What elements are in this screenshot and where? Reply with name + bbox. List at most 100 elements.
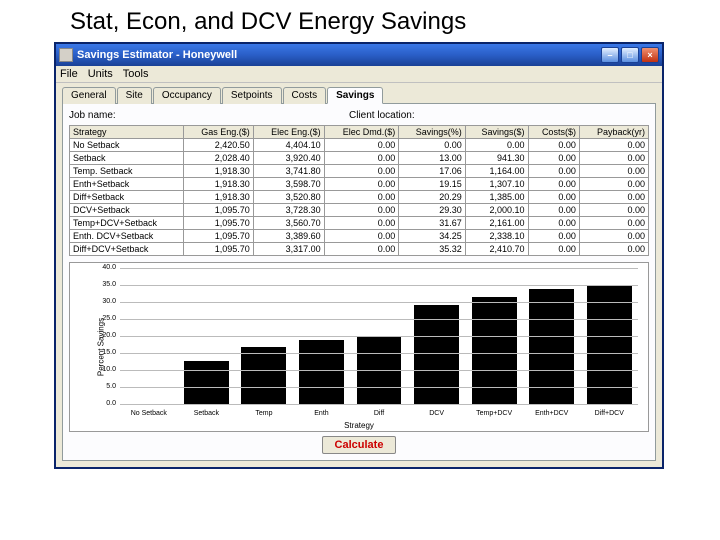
- table-cell: 3,741.80: [253, 165, 324, 178]
- maximize-button[interactable]: □: [621, 47, 639, 63]
- table-cell: Temp+DCV+Setback: [70, 217, 184, 230]
- table-cell: 19.15: [399, 178, 465, 191]
- table-cell: 1,918.30: [184, 165, 254, 178]
- page-heading: Stat, Econ, and DCV Energy Savings: [0, 0, 720, 42]
- table-cell: Enth+Setback: [70, 178, 184, 191]
- table-cell: 0.00: [324, 139, 399, 152]
- table-cell: Diff+Setback: [70, 191, 184, 204]
- table-cell: 0.00: [528, 230, 579, 243]
- tab-savings[interactable]: Savings: [327, 87, 383, 104]
- bar-wrap: DCV: [408, 269, 466, 405]
- bar: [414, 305, 459, 405]
- table-cell: 1,095.70: [184, 243, 254, 256]
- table-cell: 0.00: [528, 139, 579, 152]
- gridline: 5.0: [120, 387, 638, 388]
- table-cell: Enth. DCV+Setback: [70, 230, 184, 243]
- table-cell: 4,404.10: [253, 139, 324, 152]
- table-row: Enth+Setback1,918.303,598.700.0019.151,3…: [70, 178, 649, 191]
- tab-occupancy[interactable]: Occupancy: [153, 87, 221, 104]
- bar-label: Enth: [314, 410, 328, 417]
- table-row: Diff+DCV+Setback1,095.703,317.000.0035.3…: [70, 243, 649, 256]
- bar-wrap: Temp+DCV: [465, 269, 523, 405]
- minimize-button[interactable]: –: [601, 47, 619, 63]
- table-cell: DCV+Setback: [70, 204, 184, 217]
- table-cell: 3,920.40: [253, 152, 324, 165]
- gridline: 10.0: [120, 370, 638, 371]
- table-cell: 3,598.70: [253, 178, 324, 191]
- table-cell: 34.25: [399, 230, 465, 243]
- table-cell: 0.00: [528, 191, 579, 204]
- gridline: 25.0: [120, 319, 638, 320]
- table-cell: 1,164.00: [465, 165, 528, 178]
- table-row: Enth. DCV+Setback1,095.703,389.600.0034.…: [70, 230, 649, 243]
- table-cell: 29.30: [399, 204, 465, 217]
- table-cell: 0.00: [324, 217, 399, 230]
- table-cell: 0.00: [399, 139, 465, 152]
- tab-general[interactable]: General: [62, 87, 116, 104]
- table-row: Temp. Setback1,918.303,741.80 0.00 17.061,…: [70, 165, 649, 178]
- table-cell: 2,410.70: [465, 243, 528, 256]
- table-cell: 13.00: [399, 152, 465, 165]
- clientloc-label: Client location:: [349, 110, 415, 121]
- col-header: Payback(yr): [579, 126, 648, 139]
- table-cell: 31.67: [399, 217, 465, 230]
- table-cell: 0.00: [579, 217, 648, 230]
- table-cell: 2,000.10: [465, 204, 528, 217]
- bar-label: Temp: [255, 410, 272, 417]
- bar: [241, 347, 286, 405]
- table-cell: 0.00: [528, 152, 579, 165]
- col-header: Elec Eng.($): [253, 126, 324, 139]
- table-cell: 0.00: [579, 178, 648, 191]
- tab-setpoints[interactable]: Setpoints: [222, 87, 282, 104]
- col-header: Strategy: [70, 126, 184, 139]
- table-cell: 1,307.10: [465, 178, 528, 191]
- bar: [299, 340, 344, 405]
- menu-file[interactable]: File: [60, 68, 78, 80]
- table-cell: 0.00: [528, 243, 579, 256]
- col-header: Savings($): [465, 126, 528, 139]
- bar: [472, 297, 517, 405]
- savings-chart: Percent Savings No SetbackSetbackTempEnt…: [69, 262, 649, 432]
- table-cell: 0.00: [579, 165, 648, 178]
- titlebar: Savings Estimator - Honeywell – □ ×: [56, 44, 662, 66]
- jobrow: Job name: Client location:: [69, 110, 649, 121]
- window-title: Savings Estimator - Honeywell: [77, 49, 601, 61]
- table-cell: 2,338.10: [465, 230, 528, 243]
- col-header: Elec Dmd.($): [324, 126, 399, 139]
- table-cell: 3,728.30: [253, 204, 324, 217]
- table-cell: 2,420.50: [184, 139, 254, 152]
- table-cell: 3,389.60: [253, 230, 324, 243]
- col-header: Gas Eng.($): [184, 126, 254, 139]
- tab-costs[interactable]: Costs: [283, 87, 327, 104]
- table-cell: 20.29: [399, 191, 465, 204]
- gridline: 20.0: [120, 336, 638, 337]
- table-cell: 0.00: [579, 230, 648, 243]
- table-cell: 0.00: [324, 230, 399, 243]
- bar-label: Diff: [374, 410, 384, 417]
- menu-tools[interactable]: Tools: [123, 68, 149, 80]
- bar-wrap: Enth: [293, 269, 351, 405]
- table-cell: 0.00: [528, 165, 579, 178]
- table-row: Temp+DCV+Setback1,095.703,560.700.0031.6…: [70, 217, 649, 230]
- table-cell: 941.30: [465, 152, 528, 165]
- tab-site[interactable]: Site: [117, 87, 152, 104]
- table-cell: 0.00: [324, 178, 399, 191]
- menubar: File Units Tools: [56, 66, 662, 83]
- calculate-button[interactable]: Calculate: [322, 436, 397, 454]
- table-cell: 0.00: [579, 139, 648, 152]
- table-cell: 1,095.70: [184, 204, 254, 217]
- table-cell: 0.00: [465, 139, 528, 152]
- gridline: 40.0: [120, 268, 638, 269]
- savings-table: StrategyGas Eng.($)Elec Eng.($)Elec Dmd.…: [69, 125, 649, 256]
- table-cell: 1,095.70: [184, 217, 254, 230]
- gridline: 35.0: [120, 285, 638, 286]
- menu-units[interactable]: Units: [88, 68, 113, 80]
- table-cell: Temp. Setback: [70, 165, 184, 178]
- table-cell: 0.00: [579, 191, 648, 204]
- tabstrip: GeneralSiteOccupancySetpointsCostsSaving…: [62, 86, 656, 103]
- close-button[interactable]: ×: [641, 47, 659, 63]
- table-cell: 1,918.30: [184, 178, 254, 191]
- table-cell: 17.06: [399, 165, 465, 178]
- app-window: Savings Estimator - Honeywell – □ × File…: [54, 42, 664, 469]
- table-cell: 0.00: [324, 152, 399, 165]
